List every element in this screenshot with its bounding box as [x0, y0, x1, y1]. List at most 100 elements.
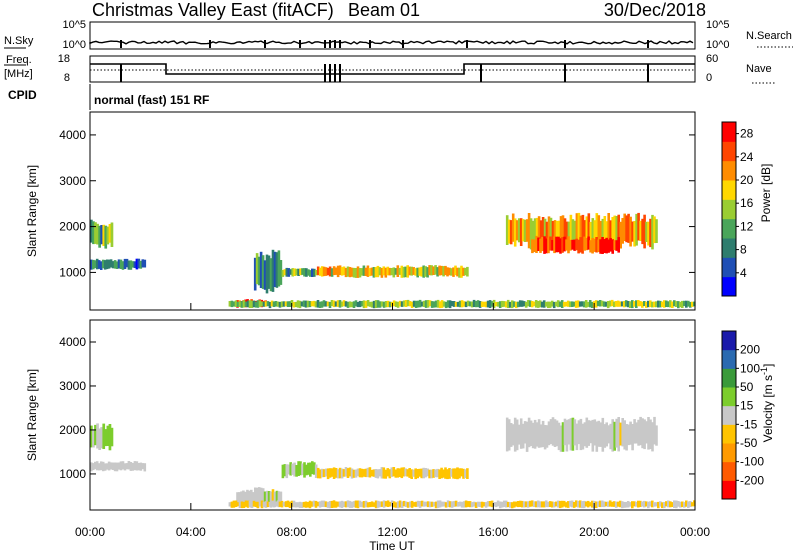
scatter-cell — [300, 301, 304, 307]
scatter-cell — [617, 237, 620, 253]
scatter-cell — [595, 213, 599, 244]
scatter-cell — [645, 221, 648, 242]
scatter-cell — [442, 469, 445, 478]
scatter-cell — [452, 267, 455, 277]
scatter-cell — [444, 467, 447, 479]
noise-left-label: N.Sky — [4, 35, 34, 47]
scatter-cell — [559, 238, 562, 254]
scatter-cell — [432, 502, 436, 507]
scatter-cell — [622, 501, 626, 508]
scatter-cell — [587, 236, 590, 250]
scatter-cell — [306, 300, 310, 308]
scatter-cell — [396, 301, 400, 308]
scatter-cell — [535, 217, 539, 247]
scatter-cell — [563, 236, 566, 252]
velocity-colorbar-label: Velocity [m s-1] — [759, 364, 775, 443]
scatter-cell — [328, 301, 332, 308]
scatter-cell — [639, 220, 642, 241]
scatter-cell — [386, 500, 390, 507]
scatter-cell — [687, 501, 690, 508]
scatter-cell — [539, 220, 543, 248]
scatter-cell — [392, 267, 396, 278]
scatter-cell — [420, 468, 423, 479]
scatter-cell — [280, 500, 284, 508]
scatter-cell — [284, 501, 288, 508]
scatter-region-8 — [505, 212, 658, 250]
scatter-cell — [517, 424, 521, 445]
scatter-cell — [581, 423, 585, 450]
scatter-cell — [372, 469, 376, 477]
scatter-cell — [416, 469, 419, 479]
scatter-cell — [554, 301, 558, 307]
scatter-cell — [340, 267, 344, 276]
scatter-cell — [328, 501, 332, 509]
scatter-cell — [693, 301, 696, 307]
scatter-cell — [685, 300, 688, 308]
scatter-cell — [244, 500, 248, 507]
scatter-cell — [97, 463, 101, 471]
colorbar-tick-label: 24 — [740, 150, 754, 164]
scatter-cell — [344, 501, 348, 508]
scatter-cell — [322, 469, 326, 478]
colorbar-swatch — [722, 443, 736, 463]
scatter-cell — [574, 300, 578, 308]
scatter-cell — [284, 301, 288, 307]
scatter-cell — [505, 417, 509, 452]
scatter-cell — [685, 500, 688, 507]
scatter-cell — [410, 301, 414, 308]
noise-left-tick-top: 10^5 — [62, 19, 86, 31]
scatter-cell — [270, 500, 274, 507]
scatter-cell — [552, 502, 556, 508]
scatter-cell — [400, 301, 404, 307]
scatter-cell — [482, 301, 486, 307]
scatter-cell — [137, 258, 141, 269]
scatter-cell — [619, 221, 622, 249]
scatter-cell — [528, 500, 532, 507]
colorbar-swatch — [722, 387, 736, 407]
scatter-cell — [346, 301, 350, 308]
scatter-cell — [356, 468, 360, 477]
scatter-cell — [647, 221, 650, 246]
scatter-region-6 — [228, 500, 696, 509]
scatter-cell — [582, 500, 586, 509]
scatter-cell — [392, 501, 396, 508]
scatter-cell — [261, 488, 265, 505]
scatter-cell — [508, 301, 512, 308]
scatter-cell — [228, 301, 232, 307]
scatter-cell — [380, 268, 384, 278]
scatter-cell — [115, 462, 119, 472]
scatter-cell — [332, 300, 336, 308]
scatter-cell — [368, 502, 372, 508]
scatter-cell — [289, 462, 292, 476]
scatter-cell — [448, 300, 452, 309]
scatter-cell — [581, 237, 584, 254]
scatter-cell — [133, 261, 137, 268]
scatter-cell — [376, 265, 380, 278]
power-panel-frame — [89, 111, 696, 311]
colorbar-swatch — [722, 160, 736, 181]
scatter-cell — [418, 501, 422, 508]
scatter-cell — [643, 214, 646, 249]
scatter-cell — [506, 299, 510, 308]
scatter-cell — [464, 469, 467, 479]
scatter-cell — [474, 301, 478, 308]
scatter-cell — [545, 221, 549, 249]
scatter-cell — [554, 501, 558, 507]
scatter-cell — [679, 301, 682, 308]
scatter-cell — [512, 301, 516, 307]
scatter-cell — [691, 301, 694, 307]
scatter-cell — [342, 266, 346, 276]
scatter-cell — [298, 300, 302, 309]
scatter-cell — [336, 265, 340, 278]
scatter-cell — [267, 255, 271, 289]
scatter-cell — [607, 425, 610, 444]
scatter-cell — [232, 500, 236, 508]
scatter-cell — [535, 235, 538, 253]
scatter-cell — [103, 260, 107, 270]
scatter-cell — [603, 239, 606, 253]
scatter-cell — [551, 240, 554, 251]
scatter-cell — [667, 301, 670, 308]
nave-label: Nave — [746, 63, 772, 75]
scatter-cell — [368, 268, 372, 277]
scatter-cell — [330, 300, 334, 307]
